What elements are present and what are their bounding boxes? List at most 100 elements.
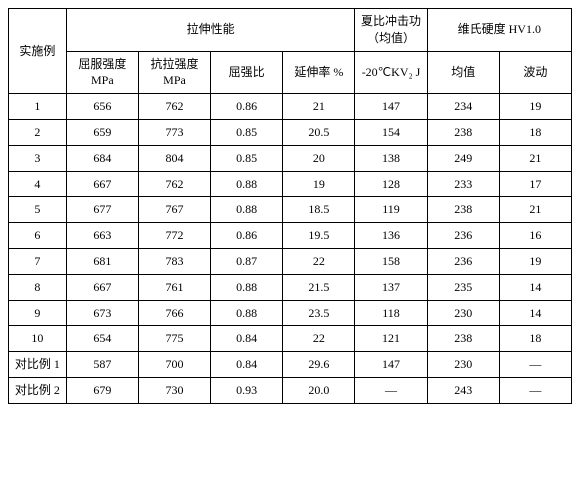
row-label: 8 — [9, 274, 67, 300]
header-impact-group: 夏比冲击功（均值） — [355, 9, 427, 52]
cell-impact: 128 — [355, 171, 427, 197]
cell-impact: — — [355, 377, 427, 403]
row-label: 9 — [9, 300, 67, 326]
cell-elong: 21 — [283, 94, 355, 120]
row-label: 7 — [9, 248, 67, 274]
cell-tensile: 766 — [138, 300, 210, 326]
cell-hv-range: 14 — [499, 300, 571, 326]
cell-impact: 147 — [355, 94, 427, 120]
cell-yield: 681 — [66, 248, 138, 274]
cell-elong: 19.5 — [283, 223, 355, 249]
cell-yield: 667 — [66, 274, 138, 300]
cell-yield: 667 — [66, 171, 138, 197]
cell-elong: 22 — [283, 326, 355, 352]
cell-yield: 659 — [66, 119, 138, 145]
header-ratio: 屈强比 — [211, 51, 283, 94]
cell-ratio: 0.93 — [211, 377, 283, 403]
header-hv-mean: 均值 — [427, 51, 499, 94]
cell-hv-mean: 243 — [427, 377, 499, 403]
cell-tensile: 762 — [138, 171, 210, 197]
cell-tensile: 783 — [138, 248, 210, 274]
table-row: 106547750.842212123818 — [9, 326, 572, 352]
cell-tensile: 762 — [138, 94, 210, 120]
cell-hv-range: 18 — [499, 119, 571, 145]
cell-hv-range: 16 — [499, 223, 571, 249]
cell-hv-mean: 238 — [427, 119, 499, 145]
table-row: 56777670.8818.511923821 — [9, 197, 572, 223]
cell-yield: 677 — [66, 197, 138, 223]
cell-tensile: 775 — [138, 326, 210, 352]
cell-impact: 138 — [355, 145, 427, 171]
row-label: 对比例 2 — [9, 377, 67, 403]
cell-ratio: 0.88 — [211, 300, 283, 326]
header-elong: 延伸率 % — [283, 51, 355, 94]
cell-ratio: 0.85 — [211, 119, 283, 145]
header-tensile: 抗拉强度 MPa — [138, 51, 210, 94]
cell-impact: 154 — [355, 119, 427, 145]
cell-ratio: 0.88 — [211, 197, 283, 223]
cell-hv-range: — — [499, 377, 571, 403]
cell-elong: 23.5 — [283, 300, 355, 326]
cell-tensile: 772 — [138, 223, 210, 249]
cell-impact: 158 — [355, 248, 427, 274]
cell-hv-range: 19 — [499, 94, 571, 120]
table-row: 76817830.872215823619 — [9, 248, 572, 274]
cell-yield: 673 — [66, 300, 138, 326]
cell-ratio: 0.84 — [211, 352, 283, 378]
table-row: 36848040.852013824921 — [9, 145, 572, 171]
cell-hv-mean: 235 — [427, 274, 499, 300]
cell-impact: 118 — [355, 300, 427, 326]
cell-elong: 20 — [283, 145, 355, 171]
table-row: 26597730.8520.515423818 — [9, 119, 572, 145]
cell-hv-mean: 236 — [427, 223, 499, 249]
row-label: 4 — [9, 171, 67, 197]
cell-ratio: 0.84 — [211, 326, 283, 352]
cell-hv-range: 14 — [499, 274, 571, 300]
cell-impact: 147 — [355, 352, 427, 378]
header-tensile-group: 拉伸性能 — [66, 9, 355, 52]
cell-yield: 679 — [66, 377, 138, 403]
cell-yield: 654 — [66, 326, 138, 352]
cell-impact: 137 — [355, 274, 427, 300]
table-row: 对比例 15877000.8429.6147230— — [9, 352, 572, 378]
cell-ratio: 0.86 — [211, 223, 283, 249]
cell-hv-mean: 233 — [427, 171, 499, 197]
cell-hv-range: 19 — [499, 248, 571, 274]
cell-yield: 684 — [66, 145, 138, 171]
cell-impact: 119 — [355, 197, 427, 223]
cell-hv-mean: 234 — [427, 94, 499, 120]
cell-tensile: 804 — [138, 145, 210, 171]
header-row-label: 实施例 — [9, 9, 67, 94]
cell-tensile: 730 — [138, 377, 210, 403]
cell-elong: 22 — [283, 248, 355, 274]
header-yield: 屈服强度 MPa — [66, 51, 138, 94]
row-label: 3 — [9, 145, 67, 171]
cell-tensile: 773 — [138, 119, 210, 145]
cell-elong: 29.6 — [283, 352, 355, 378]
cell-hv-range: 18 — [499, 326, 571, 352]
row-label: 10 — [9, 326, 67, 352]
cell-ratio: 0.87 — [211, 248, 283, 274]
row-label: 2 — [9, 119, 67, 145]
cell-elong: 19 — [283, 171, 355, 197]
cell-elong: 20.5 — [283, 119, 355, 145]
cell-tensile: 700 — [138, 352, 210, 378]
cell-elong: 21.5 — [283, 274, 355, 300]
table-row: 66637720.8619.513623616 — [9, 223, 572, 249]
table-row: 对比例 26797300.9320.0—243— — [9, 377, 572, 403]
cell-ratio: 0.85 — [211, 145, 283, 171]
row-label: 对比例 1 — [9, 352, 67, 378]
cell-elong: 20.0 — [283, 377, 355, 403]
cell-ratio: 0.88 — [211, 274, 283, 300]
table-row: 86677610.8821.513723514 — [9, 274, 572, 300]
row-label: 6 — [9, 223, 67, 249]
cell-hv-mean: 249 — [427, 145, 499, 171]
cell-hv-mean: 230 — [427, 352, 499, 378]
cell-impact: 136 — [355, 223, 427, 249]
cell-impact: 121 — [355, 326, 427, 352]
cell-hv-mean: 238 — [427, 197, 499, 223]
cell-hv-mean: 230 — [427, 300, 499, 326]
cell-yield: 587 — [66, 352, 138, 378]
cell-yield: 663 — [66, 223, 138, 249]
cell-hv-mean: 236 — [427, 248, 499, 274]
